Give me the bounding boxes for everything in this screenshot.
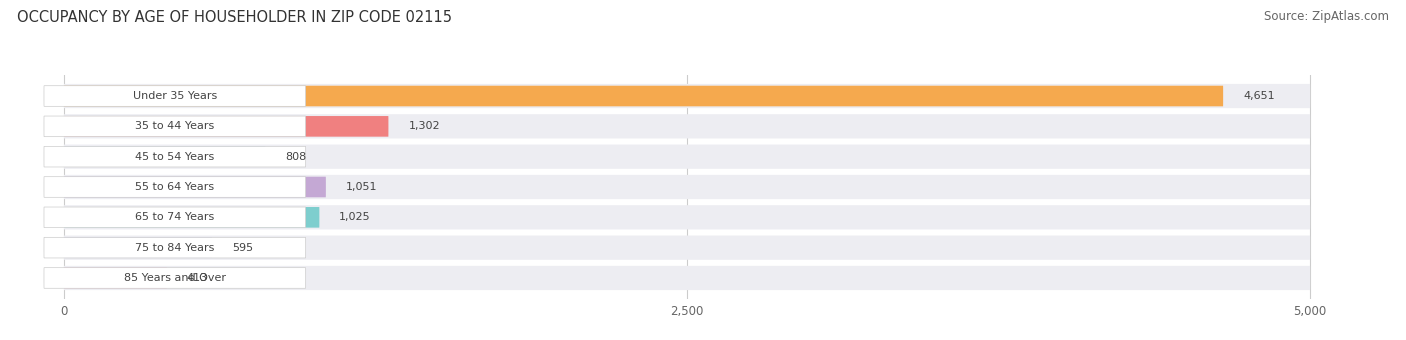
Text: 75 to 84 Years: 75 to 84 Years xyxy=(135,243,215,253)
Text: 1,302: 1,302 xyxy=(408,121,440,131)
Text: OCCUPANCY BY AGE OF HOUSEHOLDER IN ZIP CODE 02115: OCCUPANCY BY AGE OF HOUSEHOLDER IN ZIP C… xyxy=(17,10,451,25)
Text: 35 to 44 Years: 35 to 44 Years xyxy=(135,121,215,131)
Text: 85 Years and Over: 85 Years and Over xyxy=(124,273,226,283)
Text: Source: ZipAtlas.com: Source: ZipAtlas.com xyxy=(1264,10,1389,23)
Text: 1,025: 1,025 xyxy=(339,212,371,222)
Text: 4,651: 4,651 xyxy=(1243,91,1275,101)
Text: 808: 808 xyxy=(285,152,307,162)
FancyBboxPatch shape xyxy=(44,207,305,228)
FancyBboxPatch shape xyxy=(63,114,1310,138)
FancyBboxPatch shape xyxy=(63,144,1310,169)
FancyBboxPatch shape xyxy=(63,237,212,258)
FancyBboxPatch shape xyxy=(63,146,266,167)
FancyBboxPatch shape xyxy=(63,207,319,228)
Text: 55 to 64 Years: 55 to 64 Years xyxy=(135,182,214,192)
FancyBboxPatch shape xyxy=(44,116,305,137)
FancyBboxPatch shape xyxy=(63,175,1310,199)
FancyBboxPatch shape xyxy=(44,177,305,197)
FancyBboxPatch shape xyxy=(44,146,305,167)
FancyBboxPatch shape xyxy=(63,236,1310,260)
FancyBboxPatch shape xyxy=(63,84,1310,108)
Text: 65 to 74 Years: 65 to 74 Years xyxy=(135,212,215,222)
FancyBboxPatch shape xyxy=(63,116,388,137)
Text: 1,051: 1,051 xyxy=(346,182,377,192)
Text: 45 to 54 Years: 45 to 54 Years xyxy=(135,152,215,162)
FancyBboxPatch shape xyxy=(63,268,167,288)
FancyBboxPatch shape xyxy=(63,86,1223,106)
FancyBboxPatch shape xyxy=(44,86,305,106)
FancyBboxPatch shape xyxy=(44,268,305,288)
FancyBboxPatch shape xyxy=(63,205,1310,230)
Text: 595: 595 xyxy=(232,243,253,253)
FancyBboxPatch shape xyxy=(63,177,326,197)
Text: 413: 413 xyxy=(187,273,208,283)
FancyBboxPatch shape xyxy=(63,266,1310,290)
Text: Under 35 Years: Under 35 Years xyxy=(132,91,217,101)
FancyBboxPatch shape xyxy=(44,237,305,258)
